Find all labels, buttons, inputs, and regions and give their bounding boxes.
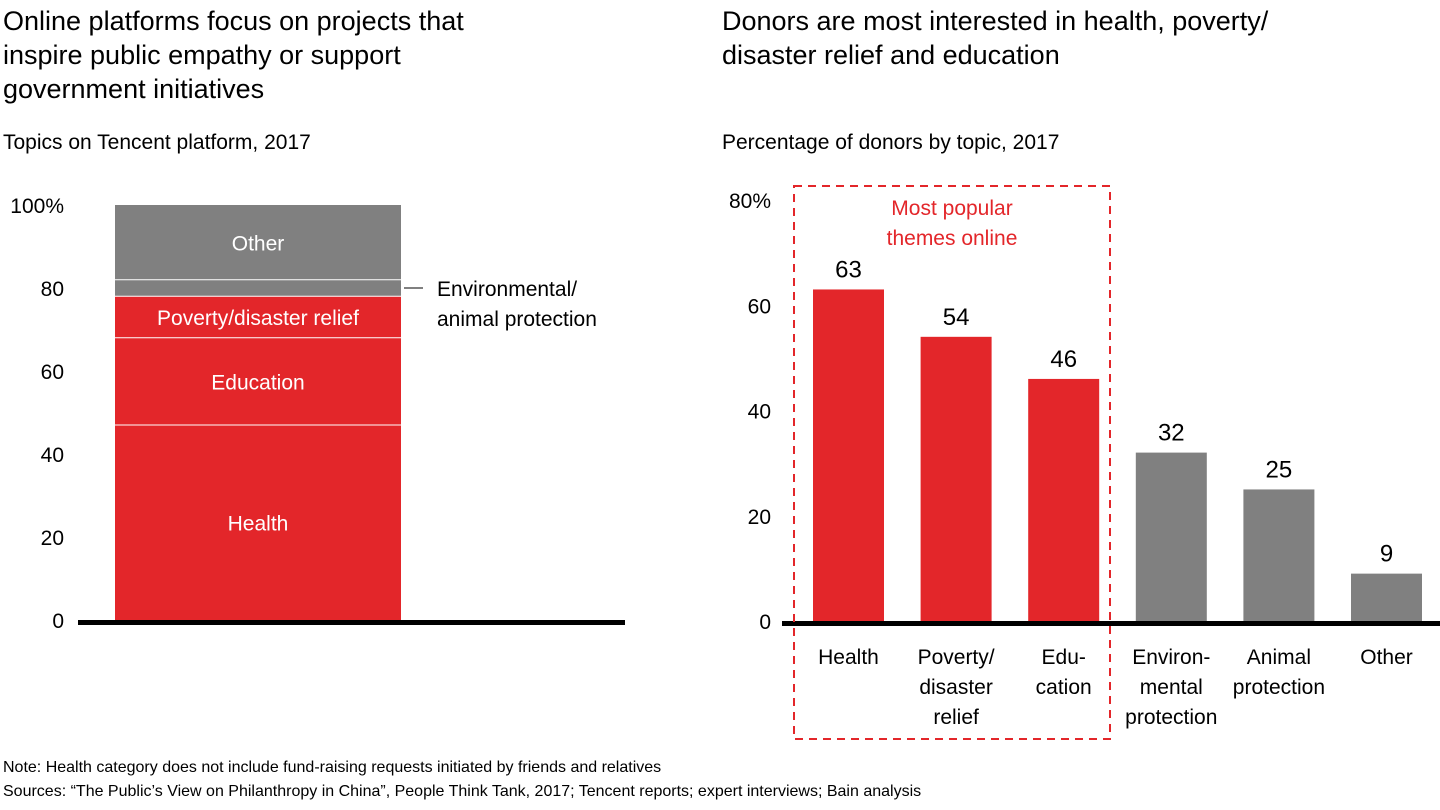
left-stack-segment-other	[115, 205, 401, 280]
highlight-annotation-label: themes online	[887, 227, 1018, 250]
right-bar-poverty-disaster-relief	[920, 336, 992, 621]
right-y-tick-label: 0	[759, 611, 771, 634]
left-stack-segment-poverty-disaster-relief	[115, 296, 401, 338]
right-y-tick-label: 80%	[729, 190, 771, 213]
left-title-line: Online platforms focus on projects that	[3, 6, 464, 36]
left-y-tick-label: 100%	[10, 195, 64, 218]
right-category-label: protection	[1125, 706, 1217, 729]
right-bar-education	[1028, 378, 1100, 621]
highlight-dashed-box	[793, 185, 1111, 740]
left-x-axis-line	[78, 620, 625, 625]
footnote-sources: Sources: “The Public’s View on Philanthr…	[3, 783, 922, 800]
right-bar-value-label: 46	[1050, 346, 1077, 373]
right-category-label: disaster	[919, 676, 993, 699]
right-category-label: protection	[1233, 676, 1325, 699]
left-stack-segment-environmental-animal-protection	[115, 279, 401, 297]
left-y-tick-label: 0	[52, 610, 64, 633]
right-title-line: disaster relief and education	[722, 40, 1060, 70]
right-y-tick-label: 20	[748, 506, 771, 529]
left-y-tick-label: 40	[41, 444, 64, 467]
right-y-tick-label: 60	[748, 295, 771, 318]
left-y-tick-label: 60	[41, 361, 64, 384]
right-category-label: Health	[818, 646, 879, 669]
right-category-label: cation	[1036, 676, 1092, 699]
left-segment-label: Other	[232, 232, 285, 255]
right-category-label: Animal	[1247, 646, 1311, 669]
right-x-axis-line	[782, 621, 1440, 626]
left-stack-segment-health	[115, 424, 401, 620]
right-category-label: Environ-	[1132, 646, 1210, 669]
right-category-label: Edu-	[1042, 646, 1086, 669]
left-segment-label: Health	[228, 512, 289, 535]
left-segment-label: Education	[211, 371, 304, 394]
left-y-tick-label: 80	[41, 278, 64, 301]
right-chart-title: Donors are most interested in health, po…	[722, 4, 1268, 72]
right-bar-other	[1351, 573, 1422, 621]
left-chart-title: Online platforms focus on projects that …	[3, 4, 464, 106]
right-bar-value-label: 63	[835, 256, 862, 283]
callout-label: animal protection	[437, 308, 597, 331]
right-bar-value-label: 54	[943, 304, 970, 331]
left-title-line: government initiatives	[3, 74, 265, 104]
right-bar-health	[813, 289, 884, 621]
right-bar-environmental-protection	[1135, 452, 1207, 621]
right-chart-subtitle: Percentage of donors by topic, 2017	[722, 131, 1060, 154]
right-bar-animal-protection	[1243, 489, 1315, 621]
right-bar-value-label: 9	[1380, 541, 1393, 568]
right-category-label: mental	[1140, 676, 1203, 699]
right-title-line: Donors are most interested in health, po…	[722, 6, 1269, 36]
right-bar-value-label: 25	[1266, 456, 1293, 483]
right-y-tick-label: 40	[748, 401, 771, 424]
footnote-note: Note: Health category does not include f…	[3, 759, 662, 776]
highlight-annotation-label: Most popular	[891, 197, 1012, 220]
right-bar-value-label: 32	[1158, 420, 1185, 447]
left-stack-segment-education	[115, 337, 401, 425]
callout-label: Environmental/	[437, 278, 577, 301]
right-category-label: Poverty/	[918, 646, 995, 669]
left-y-tick-label: 20	[41, 527, 64, 550]
left-title-line: inspire public empathy or support	[3, 40, 401, 70]
left-segment-label: Poverty/disaster relief	[157, 307, 359, 330]
right-category-label: Other	[1360, 646, 1413, 669]
left-chart-subtitle: Topics on Tencent platform, 2017	[3, 131, 311, 154]
right-category-label: relief	[933, 706, 979, 729]
